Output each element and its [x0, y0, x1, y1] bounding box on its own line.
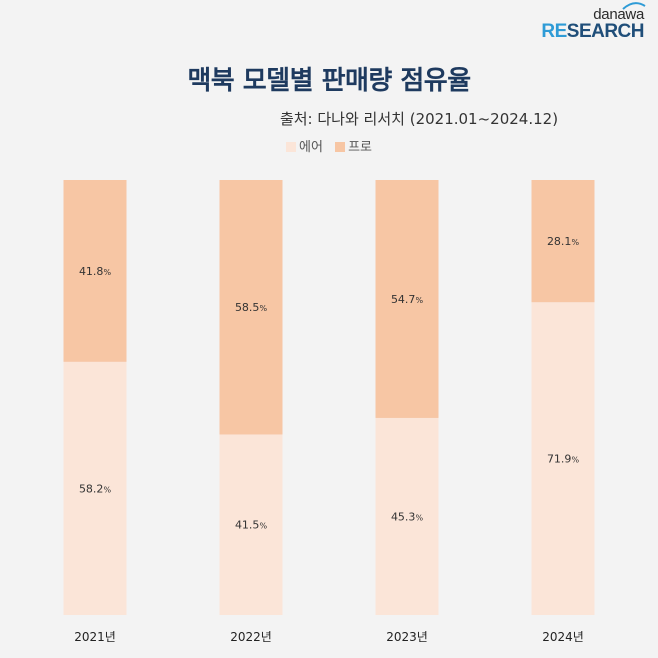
category-label-2: 2022년 — [230, 630, 272, 644]
category-label-1: 2021년 — [74, 630, 116, 644]
category-label-4: 2024년 — [542, 630, 584, 644]
category-label-3: 2023년 — [386, 630, 428, 644]
